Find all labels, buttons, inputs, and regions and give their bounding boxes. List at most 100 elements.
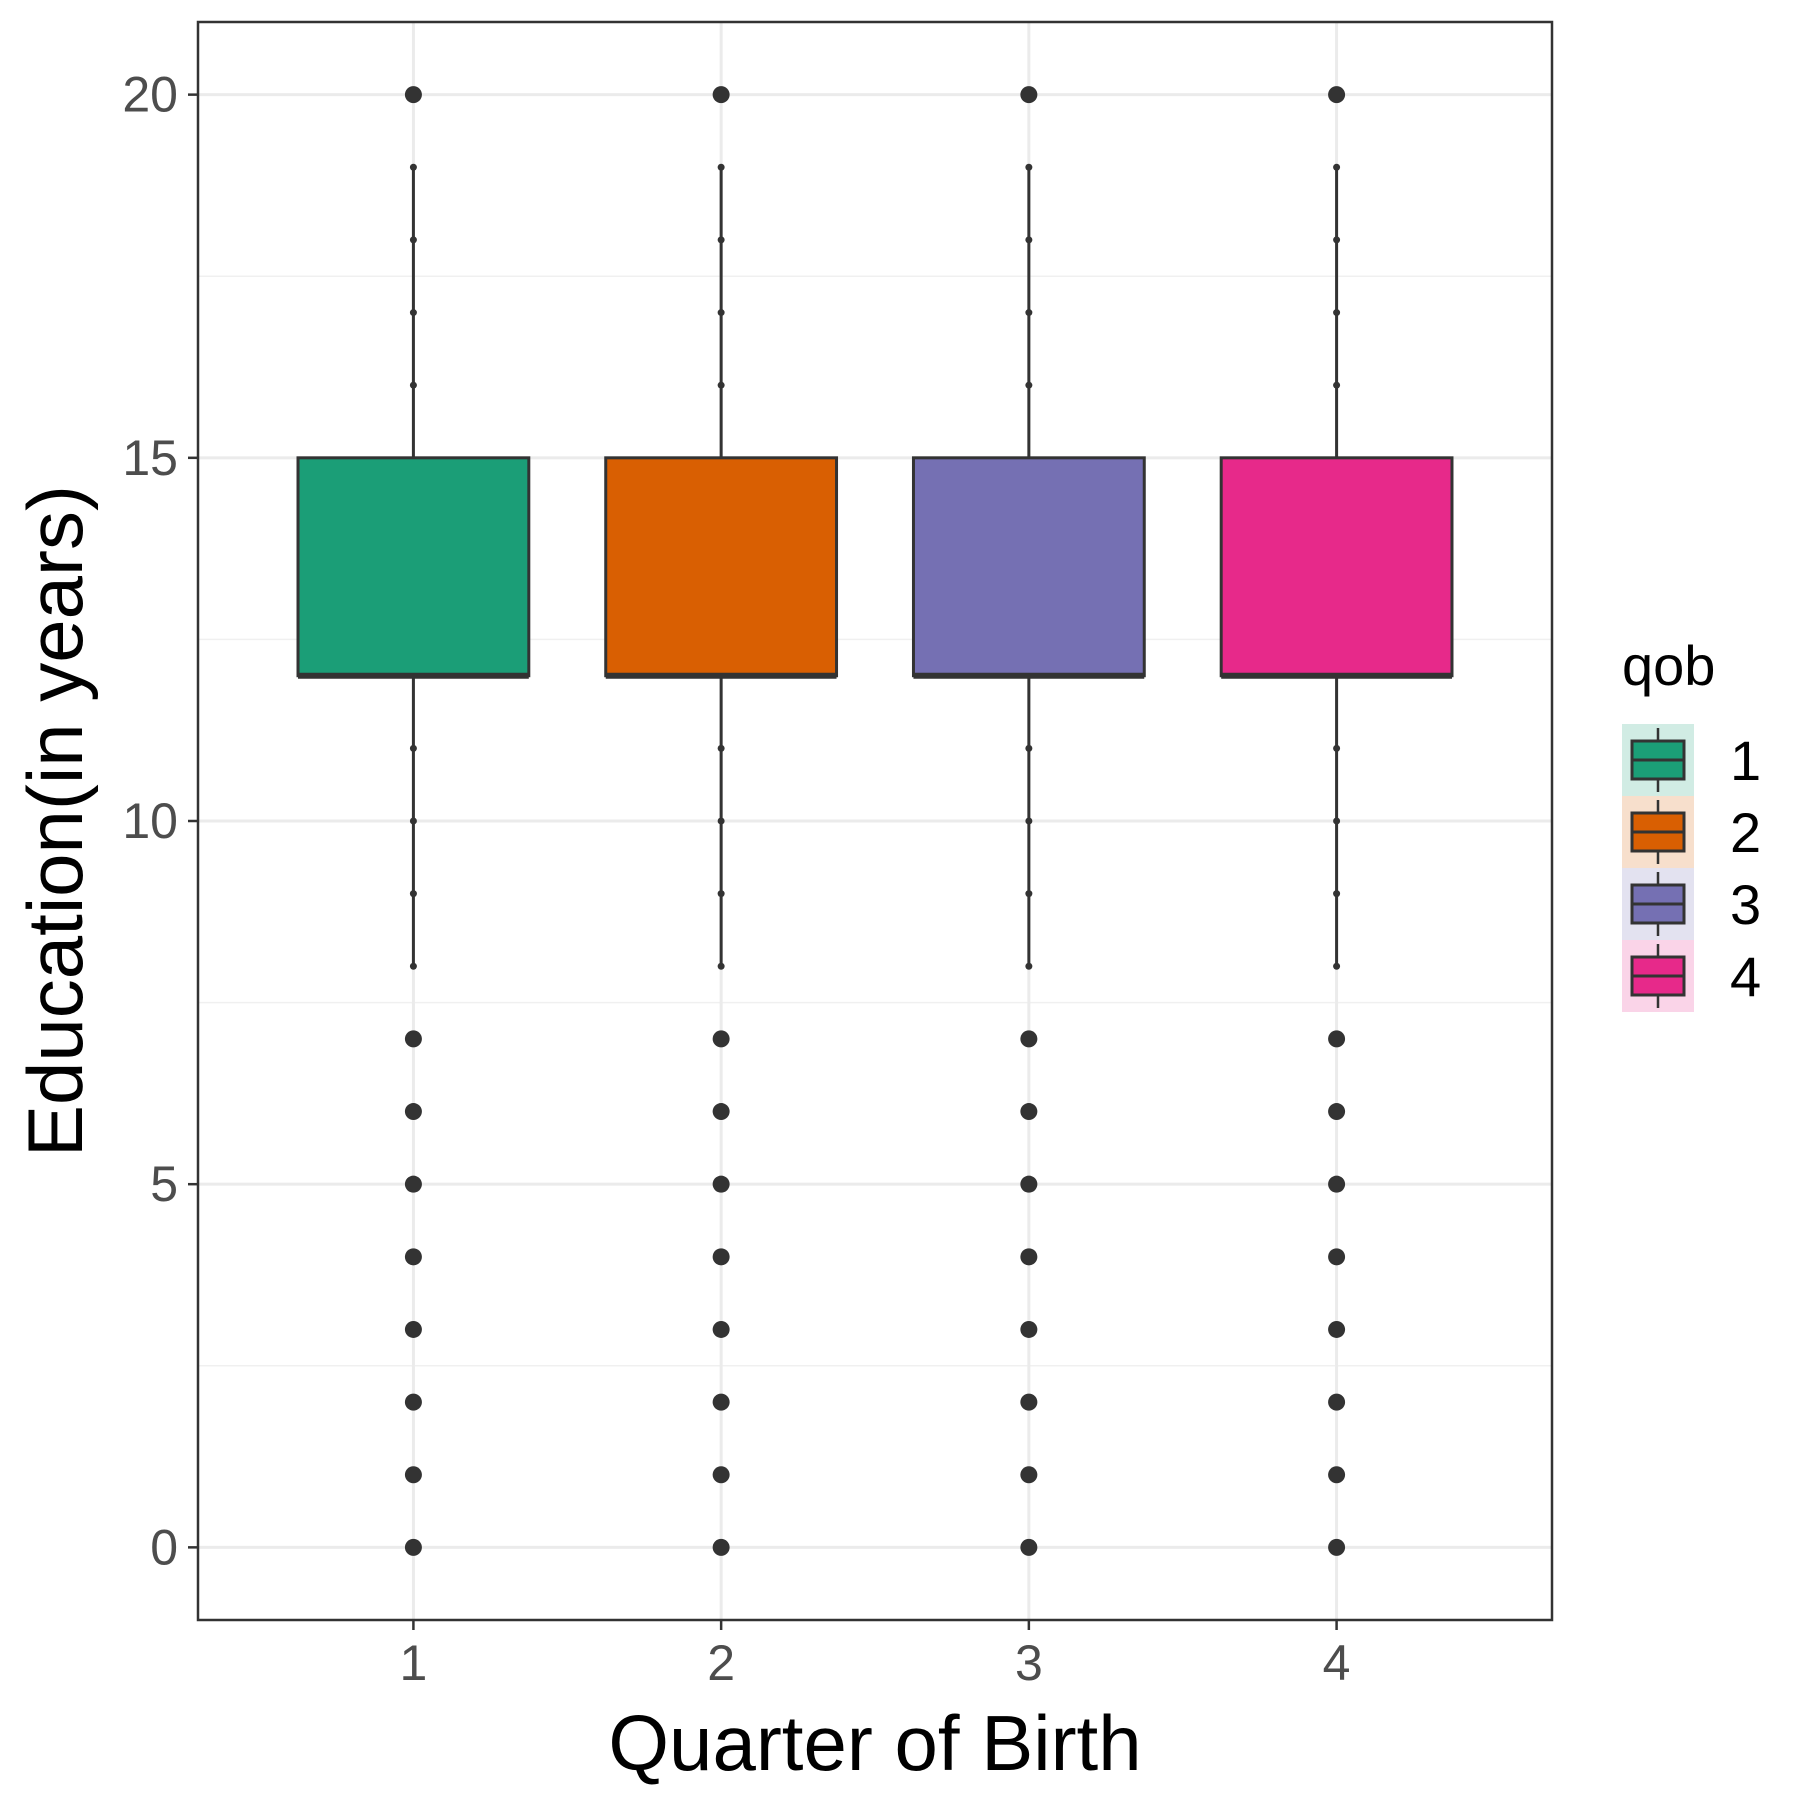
legend-label: 2 (1730, 801, 1761, 864)
outlier-point (404, 1320, 422, 1338)
x-axis-title: Quarter of Birth (608, 1699, 1141, 1787)
outlier-point (1020, 1466, 1038, 1484)
small-point (1025, 817, 1033, 825)
small-point (1333, 817, 1341, 825)
small-point (409, 381, 417, 389)
legend-item-2: 2 (1622, 796, 1761, 868)
outlier-point (1328, 86, 1346, 104)
x-tick-label: 2 (707, 1635, 735, 1691)
outlier-point (1328, 1538, 1346, 1556)
small-point (1025, 962, 1033, 970)
y-tick-label: 15 (122, 430, 178, 486)
box-group-3 (911, 86, 1146, 1556)
outlier-point (1328, 1175, 1346, 1193)
small-point (717, 163, 725, 171)
legend: qob 1 2 3 4 (1622, 634, 1761, 1012)
outlier-point (404, 1030, 422, 1048)
outlier-point (712, 1538, 730, 1556)
outlier-point (404, 1466, 422, 1484)
small-point (409, 236, 417, 244)
outlier-point (712, 1175, 730, 1193)
small-point (1333, 163, 1341, 171)
small-point (717, 890, 725, 898)
box-4 (1219, 456, 1454, 678)
small-point (1025, 309, 1033, 317)
small-point (1333, 309, 1341, 317)
y-axis-title: Education(in years) (11, 485, 99, 1157)
outlier-point (712, 1103, 730, 1121)
x-tick-label: 4 (1323, 1635, 1351, 1691)
legend-label: 1 (1730, 729, 1761, 792)
outlier-point (404, 1393, 422, 1411)
small-point (717, 817, 725, 825)
outlier-point (1328, 1030, 1346, 1048)
legend-title: qob (1622, 634, 1715, 697)
y-tick-label: 20 (122, 67, 178, 123)
legend-item-3: 3 (1622, 868, 1761, 940)
outlier-point (404, 1248, 422, 1266)
small-point (1333, 744, 1341, 752)
legend-item-4: 4 (1622, 940, 1761, 1012)
box-group-1 (296, 86, 531, 1556)
outlier-point (1020, 1030, 1038, 1048)
box-2 (604, 456, 839, 678)
x-tick-label: 3 (1015, 1635, 1043, 1691)
x-tick-label: 1 (400, 1635, 428, 1691)
small-point (409, 817, 417, 825)
outlier-point (1020, 86, 1038, 104)
small-point (1025, 381, 1033, 389)
small-point (717, 744, 725, 752)
small-point (1025, 744, 1033, 752)
outlier-point (712, 1030, 730, 1048)
small-point (1025, 236, 1033, 244)
outlier-point (712, 1248, 730, 1266)
small-point (717, 236, 725, 244)
small-point (1333, 962, 1341, 970)
outlier-point (404, 86, 422, 104)
outlier-point (404, 1175, 422, 1193)
outlier-point (1020, 1393, 1038, 1411)
small-point (1333, 890, 1341, 898)
outlier-point (404, 1538, 422, 1556)
outlier-point (1328, 1393, 1346, 1411)
outlier-point (712, 1320, 730, 1338)
y-tick-label: 0 (150, 1519, 178, 1575)
box-1 (296, 456, 531, 678)
small-point (1333, 236, 1341, 244)
small-point (409, 962, 417, 970)
box-group-4 (1219, 86, 1454, 1556)
axis-layer: 0 5 10 15 20 1 2 3 4 (122, 67, 1350, 1691)
outlier-point (1328, 1466, 1346, 1484)
outlier-point (404, 1103, 422, 1121)
legend-item-1: 1 (1622, 724, 1761, 796)
small-point (717, 309, 725, 317)
small-point (409, 163, 417, 171)
outlier-point (1020, 1320, 1038, 1338)
legend-label: 3 (1730, 873, 1761, 936)
outlier-point (712, 1466, 730, 1484)
outlier-point (1020, 1538, 1038, 1556)
small-point (717, 381, 725, 389)
box-3 (911, 456, 1146, 678)
small-point (1025, 163, 1033, 171)
small-point (409, 309, 417, 317)
outlier-point (1020, 1248, 1038, 1266)
y-tick-label: 5 (150, 1156, 178, 1212)
small-point (717, 962, 725, 970)
outlier-point (712, 1393, 730, 1411)
outlier-point (1020, 1103, 1038, 1121)
outlier-point (1328, 1248, 1346, 1266)
box-group-2 (604, 86, 839, 1556)
small-point (1333, 381, 1341, 389)
outlier-point (1328, 1103, 1346, 1121)
small-point (409, 890, 417, 898)
small-point (409, 744, 417, 752)
legend-label: 4 (1730, 945, 1761, 1008)
y-tick-label: 10 (122, 793, 178, 849)
outlier-point (1328, 1320, 1346, 1338)
outlier-point (1020, 1175, 1038, 1193)
small-point (1025, 890, 1033, 898)
box-layer (296, 86, 1454, 1556)
